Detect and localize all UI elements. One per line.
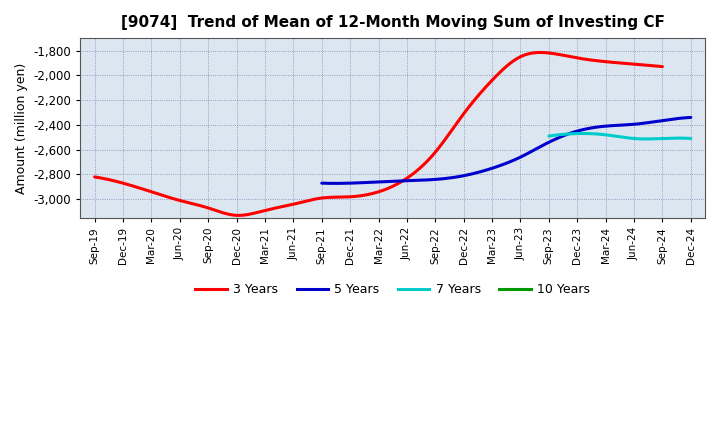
Title: [9074]  Trend of Mean of 12-Month Moving Sum of Investing CF: [9074] Trend of Mean of 12-Month Moving … xyxy=(121,15,665,30)
5 Years xyxy=(537,143,546,149)
5 Years xyxy=(686,115,695,120)
3 Years xyxy=(235,213,243,218)
5 Years xyxy=(331,181,340,186)
7 Years xyxy=(545,133,554,139)
7 Years xyxy=(632,136,641,141)
Y-axis label: Amount (million yen): Amount (million yen) xyxy=(15,62,28,194)
Line: 5 Years: 5 Years xyxy=(322,117,690,183)
7 Years xyxy=(642,136,650,142)
3 Years xyxy=(572,55,581,61)
5 Years xyxy=(539,143,547,148)
3 Years xyxy=(608,60,617,65)
3 Years xyxy=(90,174,99,180)
5 Years xyxy=(544,139,553,145)
Line: 3 Years: 3 Years xyxy=(94,52,662,216)
7 Years xyxy=(674,136,683,141)
3 Years xyxy=(440,138,449,143)
5 Years xyxy=(630,121,639,127)
Line: 7 Years: 7 Years xyxy=(549,133,690,139)
7 Years xyxy=(629,136,638,141)
7 Years xyxy=(686,136,695,141)
7 Years xyxy=(629,136,638,141)
3 Years xyxy=(92,175,101,180)
5 Years xyxy=(653,119,662,124)
3 Years xyxy=(428,153,437,158)
3 Years xyxy=(536,50,545,55)
7 Years xyxy=(665,136,674,141)
7 Years xyxy=(544,133,553,139)
5 Years xyxy=(319,180,328,186)
3 Years xyxy=(431,150,439,156)
Legend: 3 Years, 5 Years, 7 Years, 10 Years: 3 Years, 5 Years, 7 Years, 10 Years xyxy=(191,279,595,301)
3 Years xyxy=(658,64,667,69)
5 Years xyxy=(318,180,326,186)
7 Years xyxy=(579,131,588,136)
